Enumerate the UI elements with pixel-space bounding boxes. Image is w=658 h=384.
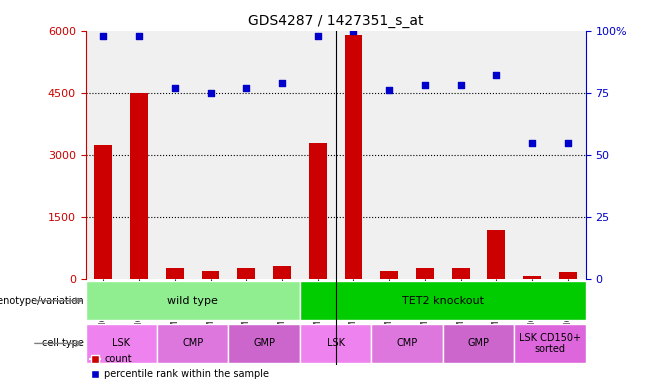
FancyBboxPatch shape <box>228 324 300 362</box>
Text: GMP: GMP <box>253 338 275 348</box>
Text: CMP: CMP <box>182 338 203 348</box>
Point <box>348 28 359 34</box>
Text: LSK: LSK <box>113 338 130 348</box>
Text: wild type: wild type <box>167 296 218 306</box>
Point <box>420 82 430 88</box>
Bar <box>130 93 148 279</box>
Point <box>241 85 251 91</box>
Point <box>563 139 573 146</box>
Bar <box>451 268 470 279</box>
Bar <box>273 266 291 279</box>
Text: GMP: GMP <box>467 338 490 348</box>
FancyBboxPatch shape <box>443 324 514 362</box>
Bar <box>559 272 576 279</box>
FancyBboxPatch shape <box>157 324 228 362</box>
Bar <box>380 271 398 279</box>
Bar <box>166 268 184 279</box>
Bar <box>238 268 255 279</box>
Point <box>205 90 216 96</box>
Bar <box>95 145 113 279</box>
Text: LSK CD150+
sorted: LSK CD150+ sorted <box>519 333 581 354</box>
FancyBboxPatch shape <box>371 324 443 362</box>
Point <box>277 80 288 86</box>
Point <box>170 85 180 91</box>
FancyBboxPatch shape <box>300 324 371 362</box>
Text: CMP: CMP <box>396 338 418 348</box>
Bar <box>416 268 434 279</box>
Text: cell type: cell type <box>42 338 84 348</box>
Bar <box>309 142 326 279</box>
Text: TET2 knockout: TET2 knockout <box>402 296 484 306</box>
FancyBboxPatch shape <box>86 324 157 362</box>
Bar <box>201 271 220 279</box>
Point <box>491 73 501 79</box>
Point <box>527 139 538 146</box>
FancyBboxPatch shape <box>514 324 586 362</box>
FancyBboxPatch shape <box>300 281 586 320</box>
Bar <box>523 276 541 279</box>
Point <box>98 33 109 39</box>
Point <box>455 82 466 88</box>
Point <box>313 33 323 39</box>
Legend: count, percentile rank within the sample: count, percentile rank within the sample <box>90 354 269 379</box>
Bar <box>488 230 505 279</box>
Text: LSK: LSK <box>326 338 345 348</box>
Bar <box>345 35 363 279</box>
Title: GDS4287 / 1427351_s_at: GDS4287 / 1427351_s_at <box>248 14 423 28</box>
Point <box>384 87 394 93</box>
Text: genotype/variation: genotype/variation <box>0 296 84 306</box>
Point <box>134 33 144 39</box>
FancyBboxPatch shape <box>86 281 300 320</box>
